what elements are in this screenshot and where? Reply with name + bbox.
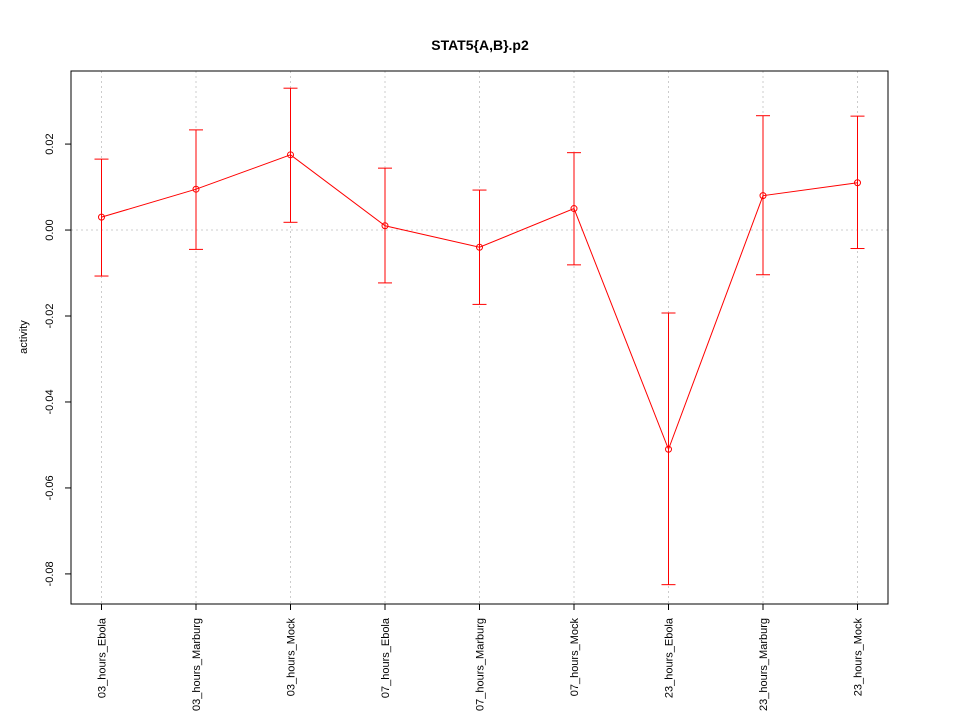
series-line [101,154,858,451]
data-point [759,192,767,200]
x-tick-label: 07_hours_Ebola [380,617,392,698]
y-tick-label: -0.02 [44,303,56,328]
x-tick-label: 07_hours_Mock [569,618,581,697]
x-tick-label: 23_hours_Mock [853,618,865,697]
x-tick-label: 23_hours_Ebola [664,617,676,698]
data-point [665,445,672,453]
data-point [476,243,483,251]
data-layer [94,87,865,586]
data-point [287,151,294,159]
y-tick-label: -0.08 [44,561,56,586]
x-tick-label: 07_hours_Marburg [475,618,487,711]
y-tick-label: -0.04 [44,389,56,414]
x-tick-label: 03_hours_Marburg [191,618,203,711]
x-tick-label: 23_hours_Marburg [758,618,770,711]
data-point [98,213,105,221]
x-tick-label: 03_hours_Ebola [97,617,109,698]
grid-lines [71,71,888,604]
axes: -0.08 -0.06 -0.04 -0.02 0.00 0.02 03_hours_Ebo… [44,133,865,711]
data-point [854,179,861,187]
chart-title: STAT5{A,B}.p2 [431,37,529,53]
y-tick-label: 0.00 [44,219,56,240]
y-axis-label: activity [18,320,30,354]
y-tick-label: 0.02 [44,133,56,154]
x-tick-label: 03_hours_Mock [286,618,298,697]
y-tick-label: -0.06 [44,475,56,500]
data-point [381,222,389,230]
data-point [192,185,200,193]
data-point [570,205,578,213]
